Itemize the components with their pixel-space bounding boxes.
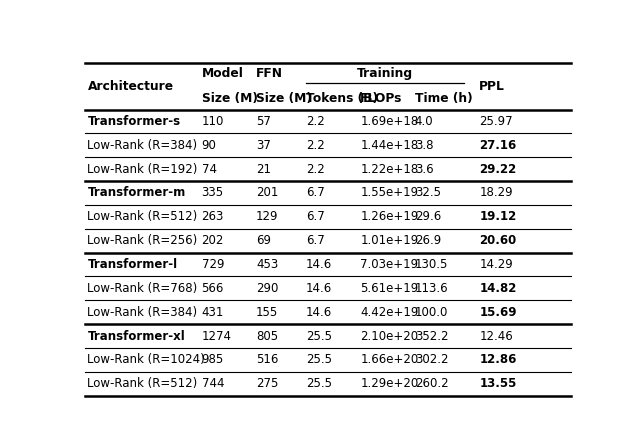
Text: 25.97: 25.97 xyxy=(479,115,513,128)
Text: 27.16: 27.16 xyxy=(479,139,516,152)
Text: 15.69: 15.69 xyxy=(479,306,516,319)
Text: 453: 453 xyxy=(256,258,278,271)
Text: 14.82: 14.82 xyxy=(479,282,516,295)
Text: 335: 335 xyxy=(202,187,223,200)
Text: 130.5: 130.5 xyxy=(415,258,448,271)
Text: Model: Model xyxy=(202,67,243,80)
Text: 1.66e+20: 1.66e+20 xyxy=(360,353,419,366)
Text: 2.2: 2.2 xyxy=(306,115,324,128)
Text: 5.61e+19: 5.61e+19 xyxy=(360,282,419,295)
Text: Low-Rank (R=384): Low-Rank (R=384) xyxy=(88,139,198,152)
Text: 805: 805 xyxy=(256,329,278,343)
Text: Low-Rank (R=768): Low-Rank (R=768) xyxy=(88,282,198,295)
Text: 6.7: 6.7 xyxy=(306,210,324,223)
Text: 985: 985 xyxy=(202,353,224,366)
Text: Transformer-xl: Transformer-xl xyxy=(88,329,185,343)
Text: 1.26e+19: 1.26e+19 xyxy=(360,210,419,223)
Text: 100.0: 100.0 xyxy=(415,306,448,319)
Text: 155: 155 xyxy=(256,306,278,319)
Text: 744: 744 xyxy=(202,377,224,390)
Text: 1.44e+18: 1.44e+18 xyxy=(360,139,419,152)
Text: 12.86: 12.86 xyxy=(479,353,516,366)
Text: 25.5: 25.5 xyxy=(306,353,332,366)
Text: Low-Rank (R=512): Low-Rank (R=512) xyxy=(88,377,198,390)
Text: 201: 201 xyxy=(256,187,278,200)
Text: 302.2: 302.2 xyxy=(415,353,448,366)
Text: 729: 729 xyxy=(202,258,224,271)
Text: 14.6: 14.6 xyxy=(306,306,332,319)
Text: FFN: FFN xyxy=(256,67,283,80)
Text: Low-Rank (R=192): Low-Rank (R=192) xyxy=(88,163,198,175)
Text: 20.60: 20.60 xyxy=(479,234,516,247)
Text: Tokens (B): Tokens (B) xyxy=(306,92,378,105)
Text: 14.6: 14.6 xyxy=(306,282,332,295)
Text: Architecture: Architecture xyxy=(88,80,173,93)
Text: Low-Rank (R=256): Low-Rank (R=256) xyxy=(88,234,198,247)
Text: 1.22e+18: 1.22e+18 xyxy=(360,163,419,175)
Text: 113.6: 113.6 xyxy=(415,282,449,295)
Text: 1274: 1274 xyxy=(202,329,232,343)
Text: 290: 290 xyxy=(256,282,278,295)
Text: 18.29: 18.29 xyxy=(479,187,513,200)
Text: 57: 57 xyxy=(256,115,271,128)
Text: Size (M): Size (M) xyxy=(256,92,312,105)
Text: 110: 110 xyxy=(202,115,224,128)
Text: 7.03e+19: 7.03e+19 xyxy=(360,258,419,271)
Text: 32.5: 32.5 xyxy=(415,187,441,200)
Text: Low-Rank (R=512): Low-Rank (R=512) xyxy=(88,210,198,223)
Text: Transformer-m: Transformer-m xyxy=(88,187,186,200)
Text: 202: 202 xyxy=(202,234,224,247)
Text: 25.5: 25.5 xyxy=(306,377,332,390)
Text: 275: 275 xyxy=(256,377,278,390)
Text: Transformer-s: Transformer-s xyxy=(88,115,180,128)
Text: 352.2: 352.2 xyxy=(415,329,448,343)
Text: 37: 37 xyxy=(256,139,271,152)
Text: 69: 69 xyxy=(256,234,271,247)
Text: 1.55e+19: 1.55e+19 xyxy=(360,187,419,200)
Text: 263: 263 xyxy=(202,210,224,223)
Text: 3.8: 3.8 xyxy=(415,139,433,152)
Text: 14.29: 14.29 xyxy=(479,258,513,271)
Text: 431: 431 xyxy=(202,306,224,319)
Text: 4.0: 4.0 xyxy=(415,115,433,128)
Text: 14.6: 14.6 xyxy=(306,258,332,271)
Text: 566: 566 xyxy=(202,282,224,295)
Text: Training: Training xyxy=(357,67,413,80)
Text: Low-Rank (R=384): Low-Rank (R=384) xyxy=(88,306,198,319)
Text: 6.7: 6.7 xyxy=(306,234,324,247)
Text: 1.29e+20: 1.29e+20 xyxy=(360,377,419,390)
Text: 12.46: 12.46 xyxy=(479,329,513,343)
Text: 25.5: 25.5 xyxy=(306,329,332,343)
Text: FLOPs: FLOPs xyxy=(360,92,403,105)
Text: 3.6: 3.6 xyxy=(415,163,433,175)
Text: 29.6: 29.6 xyxy=(415,210,441,223)
Text: 74: 74 xyxy=(202,163,216,175)
Text: 2.2: 2.2 xyxy=(306,139,324,152)
Text: 2.2: 2.2 xyxy=(306,163,324,175)
Text: 29.22: 29.22 xyxy=(479,163,516,175)
Text: Low-Rank (R=1024): Low-Rank (R=1024) xyxy=(88,353,205,366)
Text: 90: 90 xyxy=(202,139,216,152)
Text: 26.9: 26.9 xyxy=(415,234,441,247)
Text: 21: 21 xyxy=(256,163,271,175)
Text: 4.42e+19: 4.42e+19 xyxy=(360,306,419,319)
Text: 1.01e+19: 1.01e+19 xyxy=(360,234,419,247)
Text: 1.69e+18: 1.69e+18 xyxy=(360,115,419,128)
Text: 129: 129 xyxy=(256,210,278,223)
Text: 19.12: 19.12 xyxy=(479,210,516,223)
Text: 6.7: 6.7 xyxy=(306,187,324,200)
Text: 2.10e+20: 2.10e+20 xyxy=(360,329,419,343)
Text: Time (h): Time (h) xyxy=(415,92,472,105)
Text: 13.55: 13.55 xyxy=(479,377,516,390)
Text: Transformer-l: Transformer-l xyxy=(88,258,177,271)
Text: PPL: PPL xyxy=(479,80,505,93)
Text: 516: 516 xyxy=(256,353,278,366)
Text: Size (M): Size (M) xyxy=(202,92,257,105)
Text: 260.2: 260.2 xyxy=(415,377,449,390)
